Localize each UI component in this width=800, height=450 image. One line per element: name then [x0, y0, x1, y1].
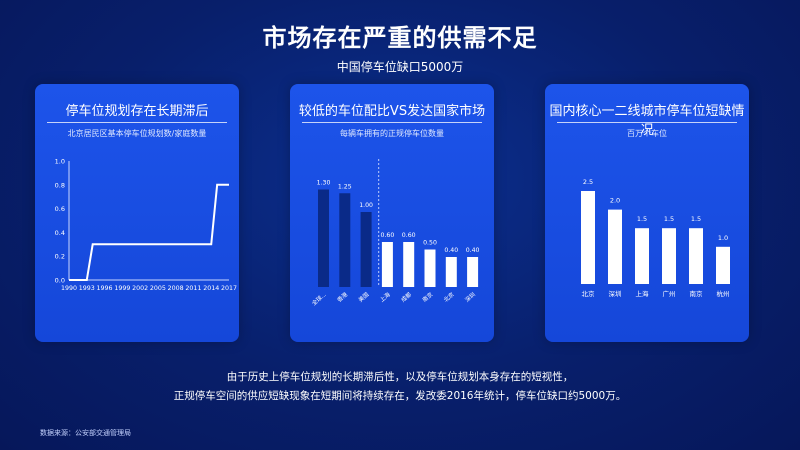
x-tick-label: 2014: [203, 285, 219, 292]
y-tick-label: 0.4: [55, 229, 65, 237]
category-label: 上海: [378, 290, 392, 304]
data-label: 0.50: [423, 240, 437, 247]
category-label: 广州: [663, 289, 676, 298]
data-label: 1.25: [338, 183, 352, 190]
bar: [424, 249, 436, 287]
bar: [445, 257, 457, 287]
data-label: 2.5: [583, 178, 593, 186]
data-label: 1.0: [718, 234, 728, 242]
card-city-shortage: 国内核心一二线城市停车位短缺情况 百万个车位 2.5 北京 2.0 深圳 1.5 上海 1.…: [545, 84, 749, 342]
bar: [716, 246, 730, 284]
x-tick-label: 2008: [168, 285, 184, 292]
data-label: 1.30: [317, 180, 331, 187]
data-label: 1.5: [637, 215, 647, 223]
card-title: 国内核心一二线城市停车位短缺情况: [549, 104, 745, 138]
y-tick-label: 0.6: [55, 205, 65, 213]
card-parking-planning-lag: 停车位规划存在长期滞后 北京居民区基本停车位规划数/家庭数量 0.0 0.2 0.4…: [35, 84, 239, 342]
page-title: 市场存在严重的供需不足: [262, 24, 538, 52]
bar: [581, 191, 595, 284]
x-tick-label: 2017: [221, 285, 237, 292]
chart-caption: 百万个车位: [627, 129, 667, 138]
card-divider: [302, 122, 482, 123]
data-source: 数据来源：公安部交通管理局: [40, 429, 131, 437]
y-tick-label: 0.2: [55, 253, 65, 261]
category-label: 成都: [399, 290, 413, 304]
y-tick-label: 0.0: [55, 277, 65, 285]
x-tick-label: 2005: [150, 285, 166, 292]
x-tick-label: 1996: [97, 285, 113, 292]
summary-text: 由于历史上停车位规划的长期滞后性，以及停车位规划本身存在的短视性， 正规停车空间…: [0, 368, 800, 406]
category-label: 杭州: [717, 289, 730, 298]
bar: [339, 193, 351, 287]
data-label: 0.40: [466, 247, 480, 254]
chart-caption: 北京居民区基本停车位规划数/家庭数量: [67, 129, 207, 138]
category-label: 南京: [421, 290, 435, 304]
y-tick-label: 1.0: [55, 158, 65, 166]
bar: [318, 189, 329, 287]
bar: [635, 228, 649, 284]
bar: [689, 228, 703, 284]
bar: [467, 257, 479, 287]
category-label: 全球...: [310, 290, 328, 307]
card-divider: [557, 122, 737, 123]
bar: [360, 212, 372, 287]
data-label: 1.5: [691, 215, 701, 223]
card-title: 停车位规划存在长期滞后: [65, 104, 209, 119]
category-label: 北京: [442, 290, 456, 304]
page-subtitle: 中国停车位缺口5000万: [336, 60, 464, 74]
x-tick-label: 2002: [132, 285, 148, 292]
data-label: 0.60: [402, 232, 416, 239]
bar: [403, 242, 415, 287]
data-label: 0.60: [381, 232, 395, 239]
summary-line: 由于历史上停车位规划的长期滞后性，以及停车位规划本身存在的短视性，: [226, 371, 574, 383]
data-line: [69, 183, 229, 281]
category-label: 北京: [582, 289, 596, 298]
x-tick-label: 2011: [185, 285, 201, 292]
x-tick-label: 1993: [79, 285, 95, 292]
summary-line: 正规停车空间的供应短缺现象在短期间将持续存在，发改委2016年统计，停车位缺口约…: [173, 390, 627, 402]
bar: [608, 209, 622, 284]
y-tick-label: 0.8: [55, 181, 65, 189]
category-label: 上海: [636, 289, 650, 298]
bar-chart-city: 2.5 北京 2.0 深圳 1.5 上海 1.5 广州 1.5 南京 1.0 杭州: [581, 178, 730, 298]
x-tick-label: 1990: [61, 285, 77, 292]
bar: [662, 228, 676, 284]
x-tick-label: 1999: [114, 285, 130, 292]
category-label: 南京: [690, 289, 704, 298]
category-label: 深圳: [609, 289, 622, 298]
bar-chart-ratio: 1.30 全球... 1.25 香港 1.00 美国 0.60 上海 0.60 成都 0.50 南京 0…: [310, 159, 480, 307]
category-label: 深圳: [463, 290, 477, 304]
data-label: 2.0: [610, 197, 620, 205]
data-label: 1.00: [359, 202, 373, 209]
category-label: 美国: [357, 290, 371, 304]
category-label: 香港: [335, 290, 349, 304]
card-parking-ratio: 较低的车位配比VS发达国家市场 每辆车拥有的正规停车位数量 1.30 全球... 1…: [290, 84, 494, 342]
card-divider: [47, 122, 227, 123]
card-title: 较低的车位配比VS发达国家市场: [298, 104, 486, 119]
chart-caption: 每辆车拥有的正规停车位数量: [340, 129, 444, 138]
data-label: 1.5: [664, 215, 674, 223]
bar: [381, 242, 393, 287]
data-label: 0.40: [444, 247, 458, 254]
